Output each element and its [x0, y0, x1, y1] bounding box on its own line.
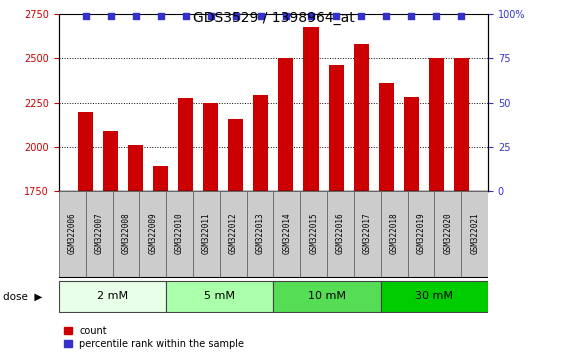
Bar [403, 97, 419, 191]
Bar [79, 112, 94, 191]
Point [131, 13, 140, 19]
Text: GDS3529 / 1398964_at: GDS3529 / 1398964_at [192, 11, 355, 25]
Point [157, 13, 165, 19]
FancyBboxPatch shape [273, 281, 381, 312]
FancyBboxPatch shape [247, 191, 273, 278]
Point [332, 13, 341, 19]
Bar [128, 145, 144, 191]
Text: GSM322011: GSM322011 [202, 212, 211, 253]
Point [357, 13, 366, 19]
Text: GSM322020: GSM322020 [443, 212, 452, 253]
Bar [429, 58, 444, 191]
Text: GSM322018: GSM322018 [390, 212, 399, 253]
FancyBboxPatch shape [273, 191, 300, 278]
FancyBboxPatch shape [86, 191, 113, 278]
Point [431, 13, 440, 19]
Text: GSM322016: GSM322016 [336, 212, 345, 253]
Text: 2 mM: 2 mM [97, 291, 128, 301]
FancyBboxPatch shape [434, 191, 461, 278]
Text: GSM322008: GSM322008 [122, 212, 131, 253]
Legend: count, percentile rank within the sample: count, percentile rank within the sample [64, 326, 245, 349]
Text: 10 mM: 10 mM [308, 291, 346, 301]
Bar [278, 58, 293, 191]
FancyBboxPatch shape [113, 191, 139, 278]
Text: GSM322013: GSM322013 [256, 212, 265, 253]
Point [306, 13, 315, 19]
Bar [304, 27, 319, 191]
FancyBboxPatch shape [461, 191, 488, 278]
FancyBboxPatch shape [166, 281, 273, 312]
Text: GSM322021: GSM322021 [470, 212, 479, 253]
FancyBboxPatch shape [193, 191, 220, 278]
Text: GSM322009: GSM322009 [148, 212, 157, 253]
Point [457, 13, 466, 19]
FancyBboxPatch shape [59, 281, 166, 312]
FancyBboxPatch shape [408, 191, 434, 278]
Text: GSM322017: GSM322017 [363, 212, 372, 253]
Point [206, 13, 215, 19]
FancyBboxPatch shape [139, 191, 166, 278]
Point [282, 13, 291, 19]
FancyBboxPatch shape [59, 191, 86, 278]
Bar [103, 131, 118, 191]
FancyBboxPatch shape [220, 191, 247, 278]
Bar [329, 65, 343, 191]
Point [181, 13, 190, 19]
FancyBboxPatch shape [300, 191, 327, 278]
Bar [353, 44, 369, 191]
Text: GSM322014: GSM322014 [282, 212, 291, 253]
FancyBboxPatch shape [327, 191, 354, 278]
Bar [453, 58, 468, 191]
Bar [254, 95, 269, 191]
Point [81, 13, 90, 19]
Text: GSM322012: GSM322012 [229, 212, 238, 253]
Text: 30 mM: 30 mM [416, 291, 453, 301]
Point [232, 13, 241, 19]
FancyBboxPatch shape [381, 191, 408, 278]
Bar [154, 166, 168, 191]
Point [256, 13, 265, 19]
Text: GSM322010: GSM322010 [175, 212, 184, 253]
Text: dose  ▶: dose ▶ [3, 291, 42, 302]
Point [381, 13, 390, 19]
FancyBboxPatch shape [354, 191, 381, 278]
Text: GSM322007: GSM322007 [95, 212, 104, 253]
Text: GSM322015: GSM322015 [309, 212, 318, 253]
Text: 5 mM: 5 mM [204, 291, 236, 301]
FancyBboxPatch shape [166, 191, 193, 278]
Bar [178, 98, 194, 191]
Text: GSM322006: GSM322006 [68, 212, 77, 253]
Bar [379, 83, 393, 191]
Bar [228, 120, 243, 191]
Point [107, 13, 116, 19]
Text: GSM322019: GSM322019 [416, 212, 425, 253]
FancyBboxPatch shape [381, 281, 488, 312]
Point [407, 13, 416, 19]
Bar [204, 103, 218, 191]
